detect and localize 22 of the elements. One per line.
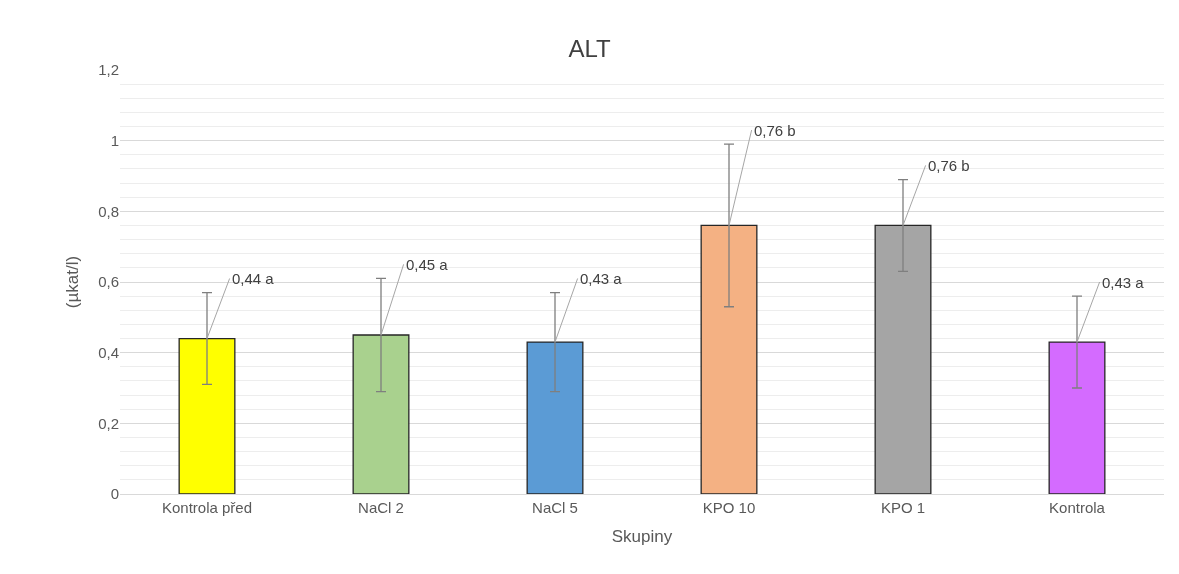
data-label: 0,43 a	[580, 270, 623, 287]
x-tick-label: NaCl 2	[358, 499, 404, 516]
y-tick-label: 0,2	[98, 414, 119, 432]
chart-title: ALT	[568, 34, 611, 62]
y-axis-title: (µkat/l)	[62, 255, 82, 309]
y-tick-label: 1	[110, 131, 119, 149]
data-label: 0,44 a	[232, 270, 275, 287]
data-label: 0,76 b	[754, 122, 796, 139]
x-tick-label: KPO 10	[702, 499, 756, 516]
data-label: 0,76 b	[928, 157, 970, 174]
data-label: 0,45 a	[406, 256, 449, 273]
y-tick-label: 0,8	[98, 202, 119, 220]
x-axis-title: Skupiny	[611, 527, 673, 547]
y-tick-label: 1,2	[98, 61, 119, 79]
x-tick-label: Kontrola před	[161, 499, 253, 516]
y-tick-label: 0,4	[98, 343, 119, 361]
y-tick-label: 0,6	[98, 273, 119, 291]
x-tick-label: NaCl 5	[532, 499, 578, 516]
x-tick-label: Kontrola	[1049, 499, 1106, 516]
y-tick-label: 0	[110, 485, 119, 503]
data-label: 0,43 a	[1102, 274, 1145, 291]
x-tick-label: KPO 1	[880, 499, 926, 516]
